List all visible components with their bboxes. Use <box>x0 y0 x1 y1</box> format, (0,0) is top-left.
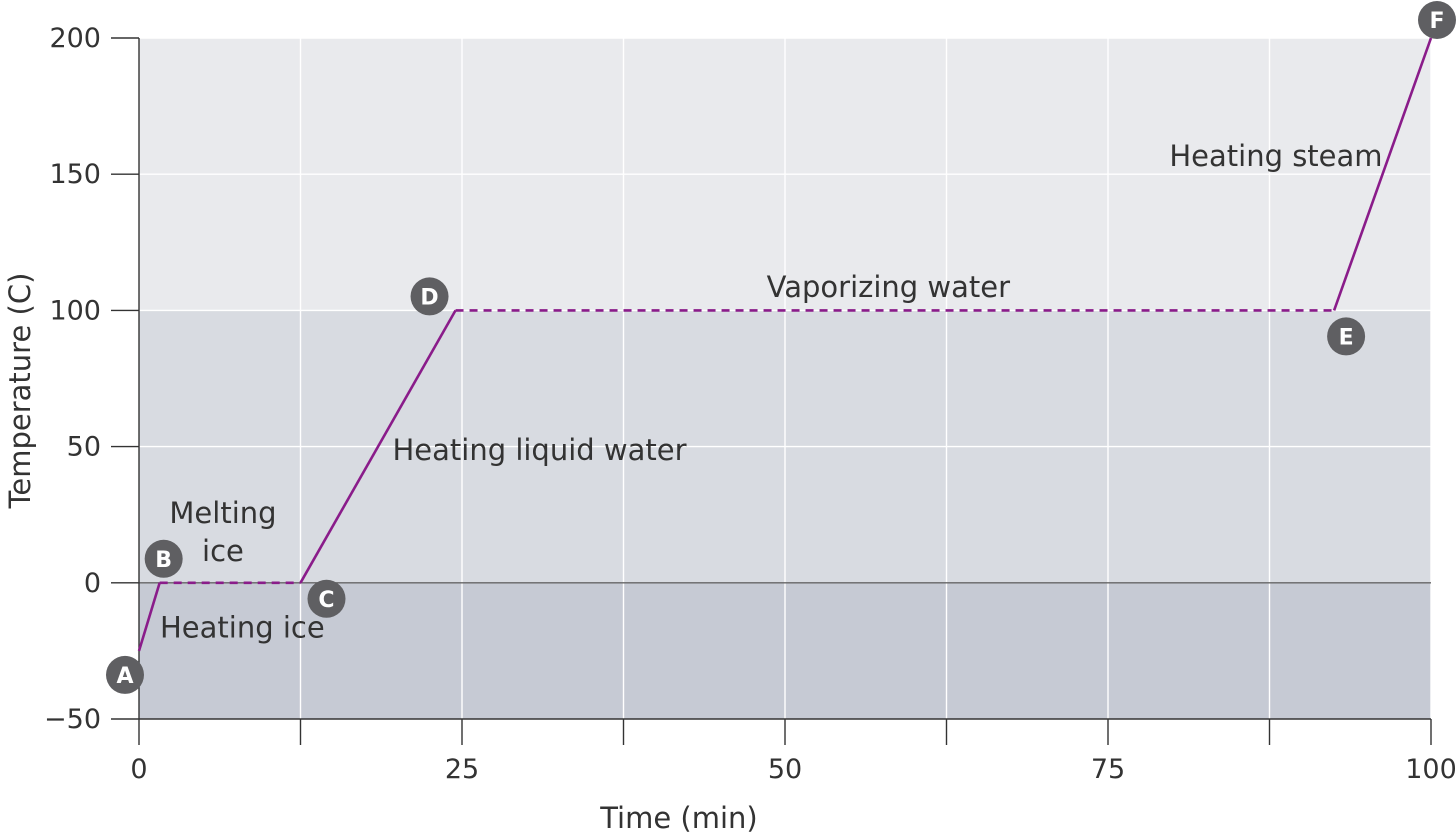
point-marker-d <box>410 277 449 316</box>
y-tick-label: 200 <box>49 23 101 54</box>
point-marker-a <box>106 655 144 694</box>
curve-segment-4 <box>1332 37 1433 311</box>
annotation-label: Vaporizing water <box>767 270 1010 304</box>
y-tick-label: −50 <box>44 704 101 735</box>
y-axis-title: Temperature (C) <box>3 273 37 510</box>
x-tick-label: 75 <box>1091 754 1125 785</box>
point-label-d: D <box>420 285 438 310</box>
point-marker-f <box>1418 1 1456 39</box>
x-tick-label: 100 <box>1405 754 1456 785</box>
annotation-label: Heating steam <box>1169 139 1382 173</box>
point-marker-c <box>307 579 346 618</box>
x-axis-title: Time (min) <box>599 801 758 835</box>
point-marker-e <box>1327 317 1366 356</box>
y-tick-label: 0 <box>84 568 101 599</box>
x-tick-label: 25 <box>445 754 479 785</box>
point-label-f: F <box>1429 9 1444 34</box>
point-label-b: B <box>155 548 172 573</box>
annotation-label: Heating liquid water <box>392 433 686 467</box>
point-label-e: E <box>1339 325 1354 350</box>
y-tick-label: 100 <box>49 295 101 326</box>
curve-segment-2 <box>299 309 457 584</box>
point-label-a: A <box>116 664 133 689</box>
curve-segment-0 <box>137 582 161 652</box>
point-label-c: C <box>318 588 334 613</box>
y-tick-label: 150 <box>49 159 101 190</box>
x-tick-label: 50 <box>768 754 802 785</box>
x-tick-label: 0 <box>130 754 147 785</box>
point-marker-b <box>144 539 183 578</box>
annotation-label: ice <box>202 534 244 568</box>
annotation-label: Heating ice <box>160 610 325 644</box>
annotation-label: Melting <box>169 496 276 530</box>
y-tick-label: 50 <box>67 432 101 463</box>
